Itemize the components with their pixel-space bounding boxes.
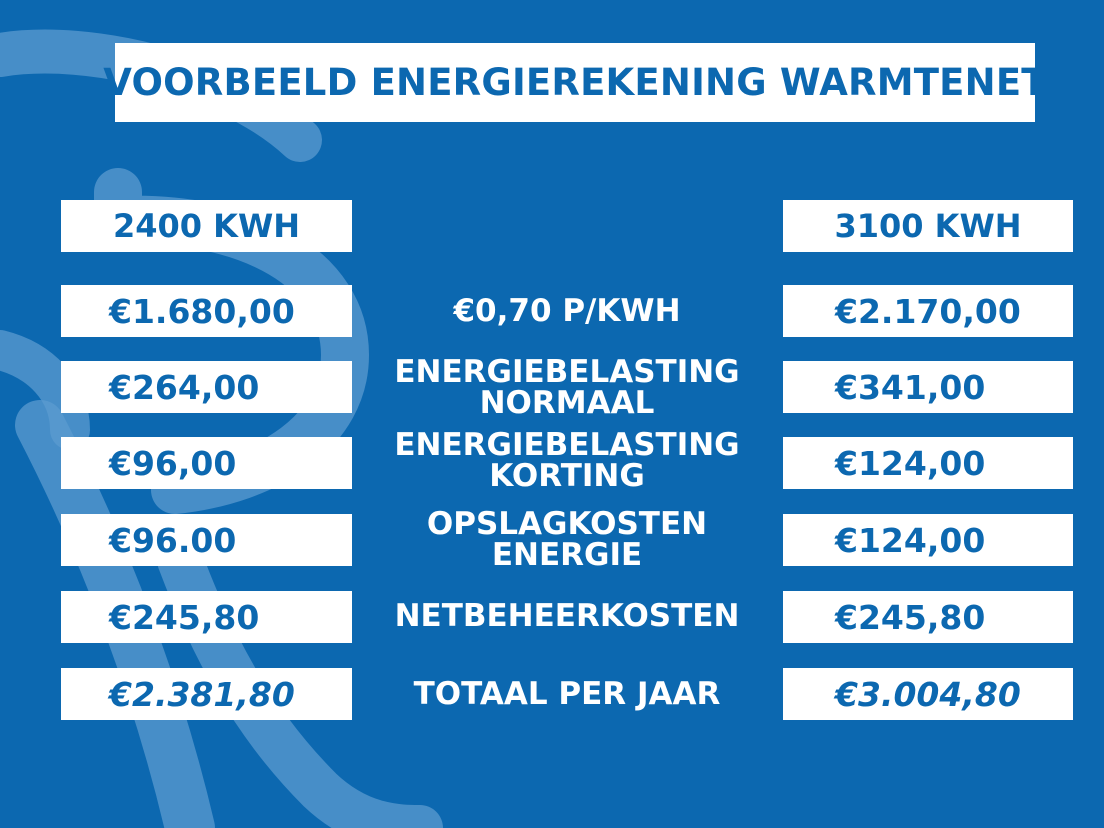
right-value-energiebelasting-korting: €124,00	[783, 437, 1073, 489]
row-label-energiebelasting-korting: ENERGIEBELASTING KORTING	[372, 429, 762, 493]
row-label-line: ENERGIE	[491, 537, 643, 573]
left-value-energiebelasting-korting: €96,00	[61, 437, 352, 489]
row-label-line: NORMAAL	[479, 385, 655, 421]
right-value-price: €2.170,00	[783, 285, 1073, 337]
row-label-line: TOTAAL PER JAAR	[413, 675, 721, 712]
row-label-total: TOTAAL PER JAAR	[372, 662, 762, 726]
left-value-opslagkosten: €96.00	[61, 514, 352, 566]
left-value-netbeheerkosten: €245,80	[61, 591, 352, 643]
row-label-opslagkosten: OPSLAGKOSTEN ENERGIE	[372, 508, 762, 572]
page-title: VOORBEELD ENERGIEREKENING WARMTENET	[103, 61, 1047, 104]
row-label-line: NETBEHEERKOSTEN	[394, 597, 740, 634]
right-column-header: 3100 KWH	[783, 200, 1073, 252]
row-label-price: €0,70 P/KWH	[372, 279, 762, 343]
row-label-line: ENERGIEBELASTING	[394, 427, 740, 463]
left-column-header: 2400 KWH	[61, 200, 352, 252]
row-label-line: OPSLAGKOSTEN	[426, 506, 708, 542]
title-banner: VOORBEELD ENERGIEREKENING WARMTENET	[103, 43, 1047, 122]
right-value-total: €3.004,80	[783, 668, 1073, 720]
row-label-line: KORTING	[489, 458, 645, 494]
right-value-opslagkosten: €124,00	[783, 514, 1073, 566]
left-value-price: €1.680,00	[61, 285, 352, 337]
row-label-netbeheerkosten: NETBEHEERKOSTEN	[372, 584, 762, 648]
right-value-energiebelasting-normaal: €341,00	[783, 361, 1073, 413]
left-value-total: €2.381,80	[61, 668, 352, 720]
row-label-line: €0,70 P/KWH	[453, 292, 681, 329]
left-value-energiebelasting-normaal: €264,00	[61, 361, 352, 413]
row-label-energiebelasting-normaal: ENERGIEBELASTING NORMAAL	[372, 356, 762, 420]
row-label-line: ENERGIEBELASTING	[394, 354, 740, 390]
right-value-netbeheerkosten: €245,80	[783, 591, 1073, 643]
